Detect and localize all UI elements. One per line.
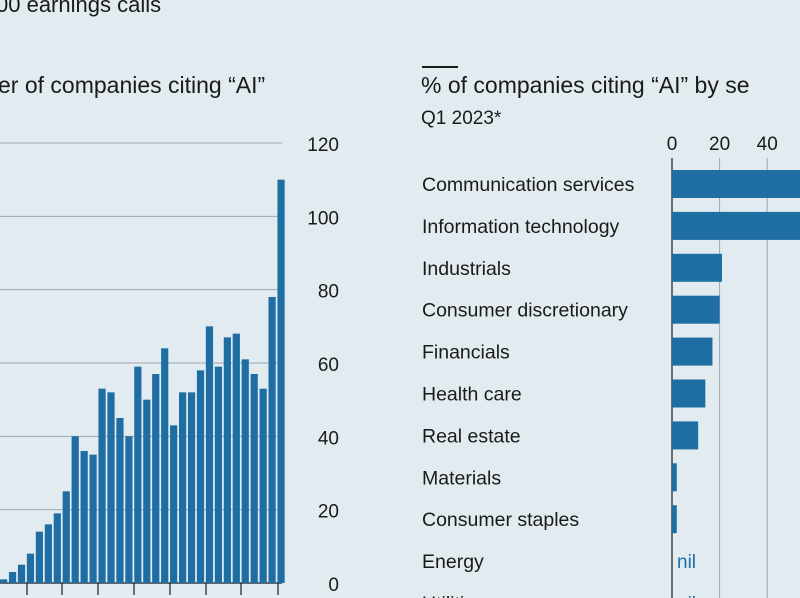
- right-bar: [672, 170, 800, 198]
- left-bar: [107, 392, 115, 583]
- right-bar: [672, 211, 800, 240]
- right-x-tick-label: 40: [757, 134, 778, 155]
- right-category-label: Health care: [422, 384, 522, 406]
- right-x-tick-label: 20: [709, 134, 730, 155]
- left-bar: [187, 392, 196, 583]
- right-category-label: Utilities: [422, 593, 485, 598]
- left-bar: [205, 326, 214, 583]
- right-bar: [672, 295, 720, 324]
- right-category-labels: Communication services Information techno…: [422, 174, 635, 598]
- left-bar: [8, 572, 17, 583]
- left-bar: [161, 348, 169, 583]
- right-x-tick-labels: 0 20 40: [667, 134, 778, 155]
- left-bar: [241, 359, 249, 583]
- right-category-label: Consumer discretionary: [422, 300, 628, 322]
- left-y-tick-label: 100: [307, 208, 339, 229]
- left-bar: [232, 333, 240, 583]
- left-bar: [143, 399, 151, 583]
- left-bar: [116, 418, 124, 583]
- left-bar: [134, 366, 142, 583]
- left-bar: [98, 388, 106, 583]
- left-bar: [214, 366, 222, 583]
- right-bar: [672, 463, 677, 492]
- right-category-label: Consumer staples: [422, 509, 579, 531]
- left-bar: [196, 370, 205, 583]
- left-bar: [0, 579, 8, 583]
- left-bar: [44, 524, 52, 583]
- left-bar: [250, 374, 258, 583]
- left-x-ticks: [26, 583, 279, 595]
- left-bar: [53, 513, 61, 583]
- left-bar: [62, 491, 70, 583]
- right-bar: [672, 379, 706, 408]
- right-x-tick-label: 0: [667, 134, 678, 155]
- right-category-label: Industrials: [422, 258, 511, 280]
- left-y-tick-label: 60: [318, 355, 339, 376]
- chart-subtitle-fragment: 00 earnings calls: [0, 0, 161, 17]
- left-bar: [35, 531, 43, 583]
- left-y-tick-label: 120: [307, 135, 339, 156]
- left-bar: [223, 337, 231, 583]
- left-bar: [268, 297, 276, 583]
- left-y-tick-labels: 0 20 40 60 80 100 120: [307, 135, 339, 596]
- right-bar: [672, 337, 713, 366]
- left-bar: [277, 179, 285, 583]
- right-chart-subtitle: Q1 2023*: [421, 108, 502, 129]
- left-bar: [80, 451, 88, 583]
- left-bar: [125, 436, 133, 583]
- right-bar: [672, 421, 699, 450]
- left-bar: [89, 454, 97, 583]
- right-chart-title: % of companies citing “AI” by se: [421, 72, 750, 98]
- right-value-label: nil: [677, 594, 696, 598]
- right-category-label: Materials: [422, 467, 501, 489]
- right-category-label: Information technology: [422, 216, 620, 238]
- right-value-label: nil: [677, 552, 696, 573]
- right-bar: [672, 253, 722, 282]
- left-bar: [152, 374, 160, 583]
- left-bar: [259, 388, 267, 583]
- left-bar: [179, 392, 187, 583]
- left-chart-title: er of companies citing “AI”: [0, 72, 265, 98]
- left-bar: [26, 553, 35, 583]
- left-bar: [170, 425, 178, 583]
- left-bar: [17, 564, 26, 583]
- left-y-tick-label: 0: [328, 575, 339, 596]
- right-category-label: Real estate: [422, 425, 521, 447]
- left-y-tick-label: 40: [318, 428, 339, 449]
- left-bars: [0, 179, 285, 583]
- right-category-label: Energy: [422, 551, 484, 573]
- left-y-tick-label: 80: [318, 282, 339, 303]
- right-bars: nil nil: [672, 170, 800, 598]
- right-category-label: Financials: [422, 342, 510, 364]
- left-bar: [71, 436, 79, 583]
- right-category-label: Communication services: [422, 174, 635, 196]
- right-bar: [672, 505, 677, 534]
- left-y-tick-label: 20: [318, 502, 339, 523]
